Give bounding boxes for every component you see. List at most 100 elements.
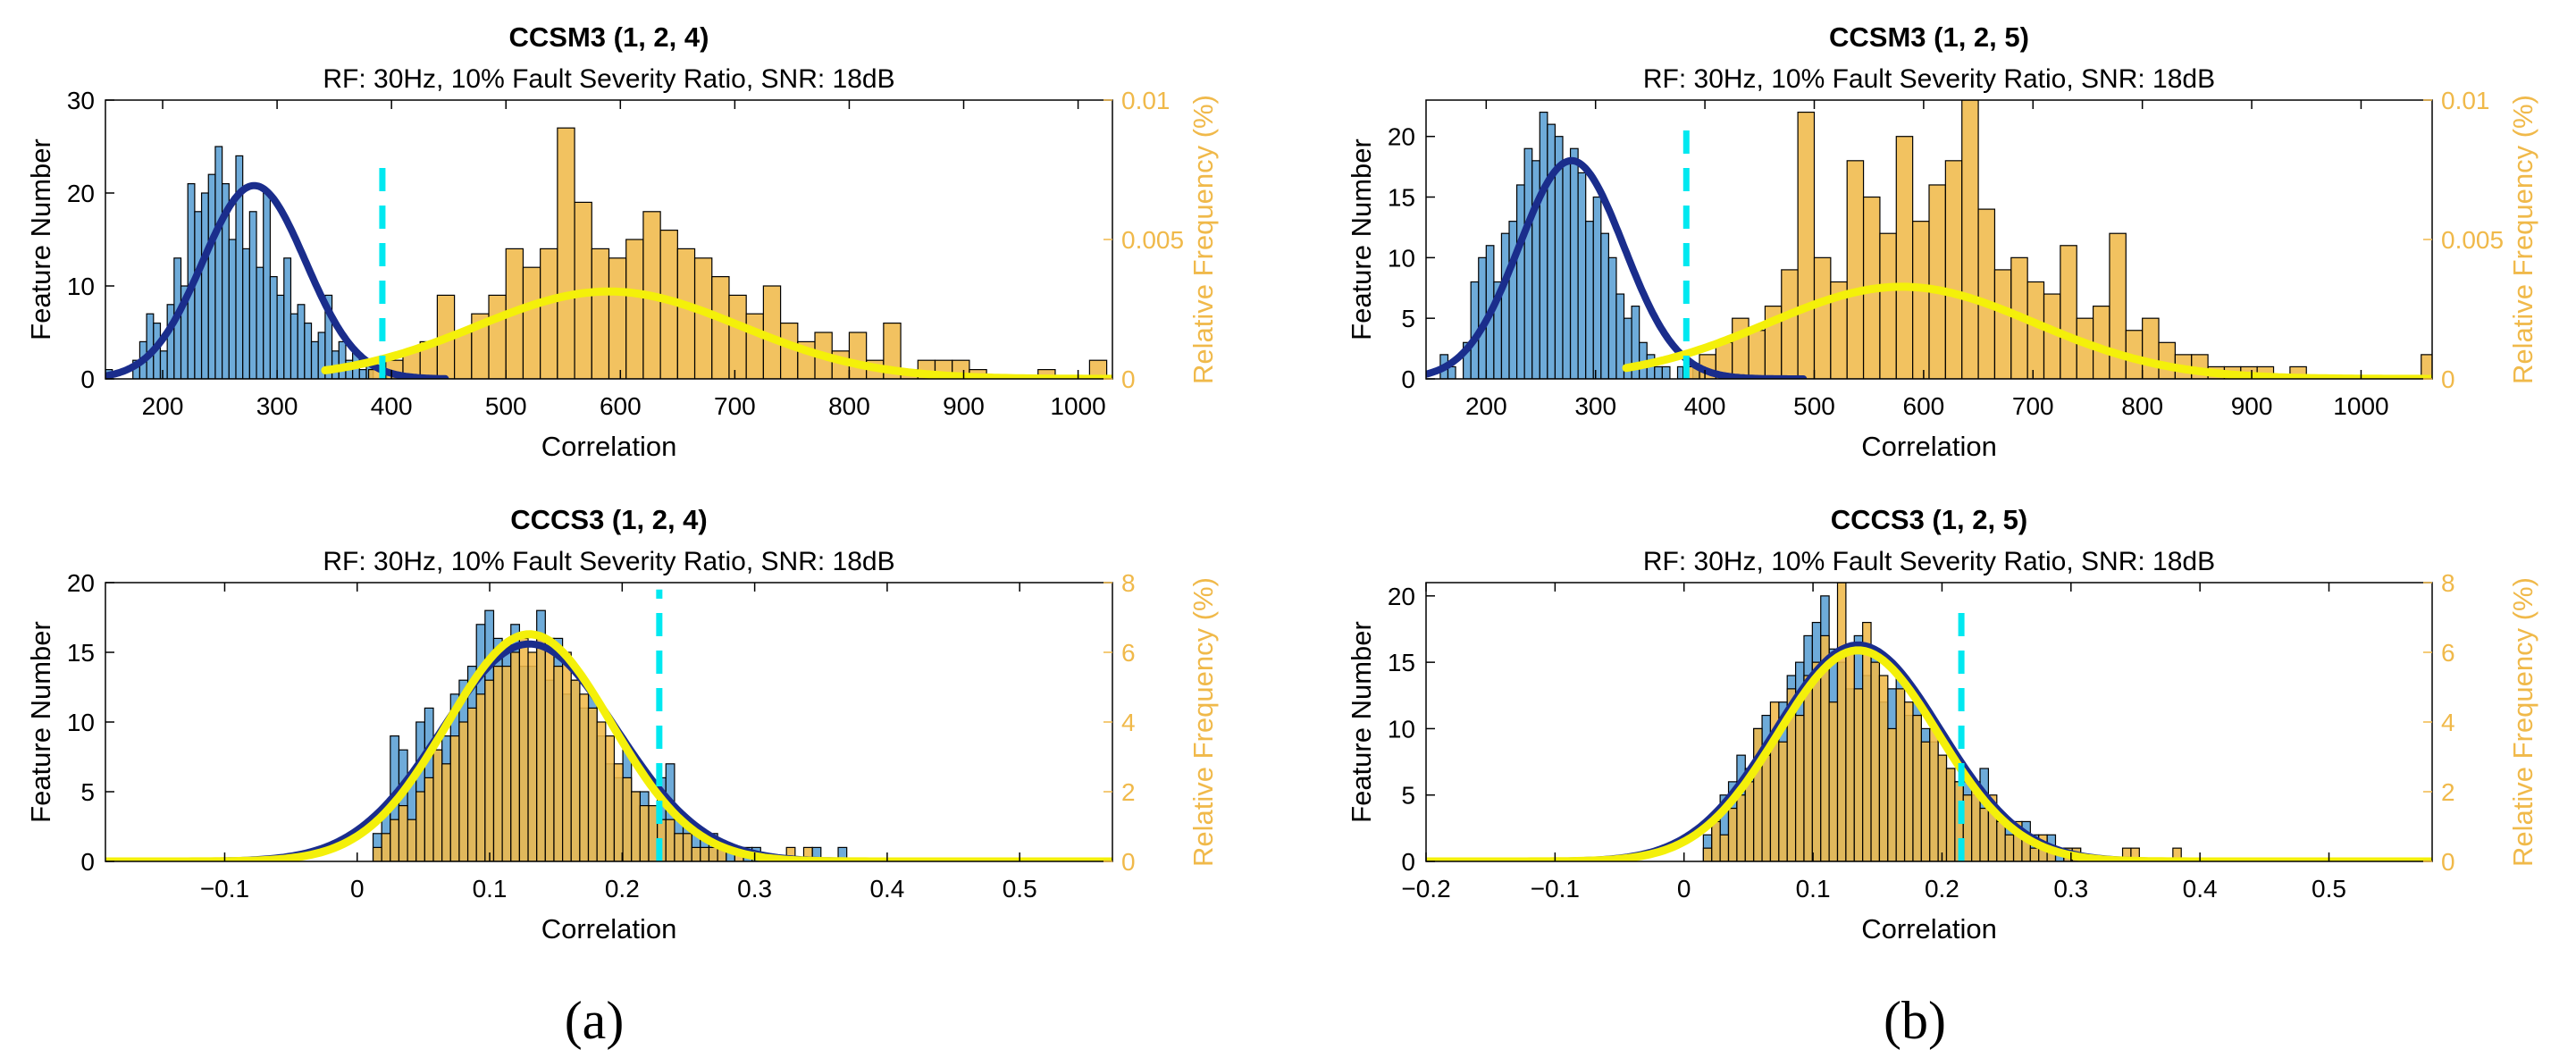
orange-histogram [1702, 583, 2182, 861]
histogram-bar [1744, 781, 1755, 861]
histogram-bar [1736, 794, 1746, 861]
x-tick-label: 1000 [2333, 392, 2388, 420]
y-tick-label: 30 [67, 87, 95, 114]
histogram-bar [676, 248, 696, 379]
panel-label-a: (a) [565, 991, 625, 1050]
histogram-bar [587, 707, 598, 861]
histogram-bar [553, 665, 564, 861]
histogram-bar [522, 266, 541, 379]
x-axis-label: Correlation [541, 913, 677, 945]
histogram-bar [613, 763, 624, 861]
histogram-bar [310, 340, 319, 379]
histogram-bar [1547, 123, 1557, 379]
y2-axis-label: Relative Frequency (%) [2507, 577, 2538, 867]
chart-ccsm3-124: CCSM3 (1, 2, 4) RF: 30Hz, 10% Fault Sever… [25, 21, 1219, 462]
y2-tick-label: 8 [2441, 569, 2455, 597]
histogram-bar [1539, 111, 1548, 379]
histogram-bar [510, 651, 521, 861]
y-tick-label: 0 [80, 365, 95, 393]
histogram-bar [276, 294, 285, 379]
histogram-bar [1887, 727, 1897, 861]
y2-tick-label: 4 [1121, 709, 1136, 736]
histogram-bar [682, 833, 692, 861]
histogram-bar [1803, 675, 1813, 861]
histogram-bar [561, 651, 572, 861]
histogram-bar [390, 819, 400, 861]
histogram-bar [2421, 354, 2432, 379]
histogram-bar [1562, 160, 1572, 379]
chart-subtitle: RF: 30Hz, 10% Fault Severity Ratio, SNR:… [1643, 547, 2215, 576]
histogram-bar [1870, 661, 1881, 861]
histogram-bar [1037, 369, 1056, 379]
histogram-bar [728, 294, 747, 379]
y-tick-label: 10 [67, 709, 95, 736]
histogram-bar [1732, 317, 1749, 379]
yellow-fit-curve [321, 287, 1112, 379]
y2-tick-label: 2 [1121, 778, 1136, 806]
histogram-bar [424, 777, 434, 861]
y-tick-label: 15 [67, 639, 95, 667]
histogram-bar [304, 323, 313, 379]
histogram-bar [1811, 661, 1822, 861]
histogram-bar [1577, 172, 1587, 379]
histogram-bar [449, 735, 460, 861]
x-tick-label: 300 [1574, 392, 1616, 420]
y-axis-label: Feature Number [1346, 139, 1377, 340]
histogram-bar [540, 248, 558, 379]
x-tick-label: 1000 [1050, 392, 1105, 420]
histogram-bar [883, 323, 902, 379]
x-axis-label: Correlation [1861, 431, 1997, 462]
histogram-bar [2172, 847, 2182, 861]
x-tick-label: 900 [2231, 392, 2273, 420]
histogram-bar [1508, 221, 1518, 379]
histogram-bar [608, 257, 627, 379]
histogram-bar [1903, 701, 1914, 861]
histogram-bar [570, 679, 581, 861]
histogram-bar [283, 257, 292, 379]
x-tick-label: 900 [943, 392, 985, 420]
histogram-bar [398, 804, 408, 861]
x-tick-label: 0.5 [2312, 875, 2346, 903]
histogram-bar [622, 777, 633, 861]
x-tick-label: 0.3 [737, 875, 772, 903]
histogram-bar [1661, 365, 1671, 379]
histogram-bar [1996, 820, 2006, 861]
histogram-bar [1937, 754, 1948, 861]
histogram-bar [1979, 807, 1990, 861]
histogram-bar [591, 248, 610, 379]
histogram-bar [1920, 741, 1931, 861]
histogram-bar [711, 276, 730, 379]
histogram-bar [1500, 232, 1510, 379]
histogram-bar [848, 332, 868, 379]
histogram-bar [458, 721, 469, 861]
x-tick-label: 0.2 [1925, 875, 1959, 903]
x-tick-label: 0.4 [869, 875, 904, 903]
y2-tick-label: 0.01 [1121, 87, 1171, 114]
x-tick-label: 400 [371, 392, 413, 420]
histogram-bar [648, 804, 659, 861]
histogram-bar [432, 749, 443, 861]
y-tick-label: 15 [1388, 649, 1415, 676]
histogram-bar [544, 637, 555, 861]
histogram-bar [2142, 317, 2160, 379]
histogram-bar [1853, 688, 1864, 861]
x-tick-label: 0.4 [2183, 875, 2218, 903]
x-tick-label: 200 [142, 392, 184, 420]
chart-ccsm3-125: CCSM3 (1, 2, 5) RF: 30Hz, 10% Fault Sever… [1346, 21, 2538, 462]
histogram-bar [1878, 675, 1889, 861]
histogram-bar [557, 127, 575, 379]
x-tick-label: 0.1 [1796, 875, 1831, 903]
y2-axis-label: Relative Frequency (%) [1187, 95, 1219, 384]
histogram-bar [691, 846, 701, 861]
y-tick-label: 20 [1388, 123, 1415, 151]
histogram-bar [1879, 232, 1897, 379]
histogram-bar [1912, 714, 1922, 861]
histogram-bar [1977, 208, 1996, 379]
histogram-bar [1607, 256, 1617, 379]
x-tick-label: −0.2 [1401, 875, 1450, 903]
histogram-bar [1515, 184, 1525, 379]
x-tick-label: 400 [1684, 392, 1726, 420]
histogram-bar [802, 846, 813, 861]
y-tick-label: 0 [80, 848, 95, 876]
